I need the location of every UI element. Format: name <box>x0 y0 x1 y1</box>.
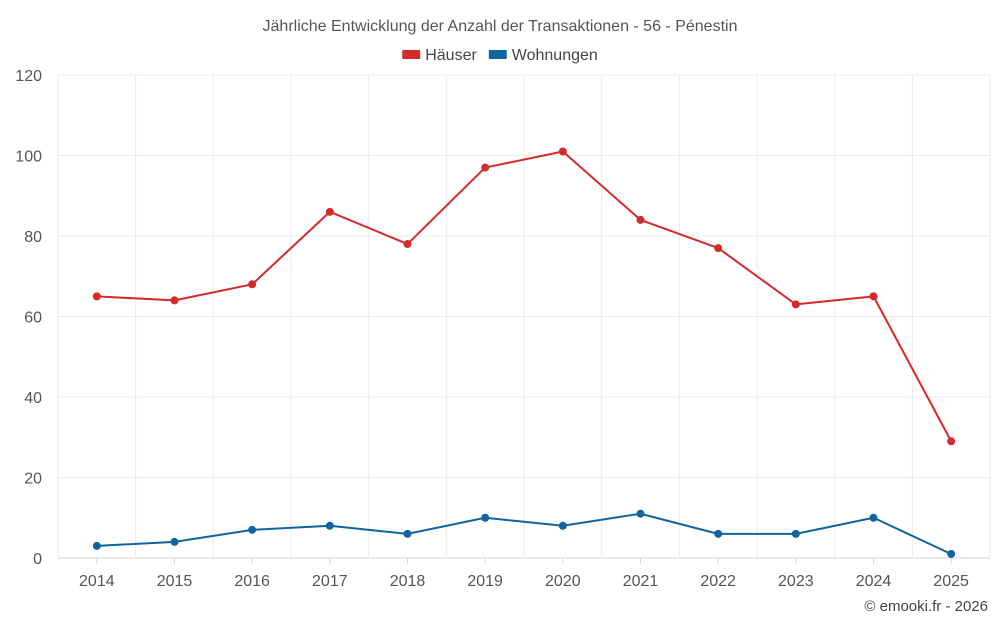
legend-label: Wohnungen <box>512 47 598 64</box>
data-point[interactable] <box>403 240 412 249</box>
x-tick-label: 2020 <box>545 573 581 590</box>
y-axis: 0 20 40 60 80 100 120 <box>15 68 42 568</box>
data-point[interactable] <box>325 207 334 216</box>
x-axis: 2014 2015 2016 2017 2018 2019 2020 2021 2022 2023… <box>79 558 969 590</box>
legend: Häuser Wohnungen <box>402 47 598 64</box>
x-tick-label: 2014 <box>79 573 115 590</box>
data-point[interactable] <box>92 541 101 550</box>
legend-label: Häuser <box>425 47 477 64</box>
data-point[interactable] <box>869 292 878 301</box>
series-line-2 <box>96 512 952 555</box>
chart-title: Jährliche Entwicklung der Anzahl der Tra… <box>263 18 738 35</box>
data-point[interactable] <box>92 292 101 301</box>
series-group <box>92 147 956 558</box>
x-tick-label: 2023 <box>778 573 814 590</box>
data-point[interactable] <box>170 296 179 305</box>
data-point[interactable] <box>558 521 567 530</box>
data-point[interactable] <box>325 521 334 530</box>
data-point[interactable] <box>791 529 800 538</box>
y-tick-label: 0 <box>33 551 42 568</box>
x-tick-label: 2021 <box>623 573 659 590</box>
data-point[interactable] <box>248 525 257 534</box>
data-point[interactable] <box>558 147 567 156</box>
x-tick-label: 2017 <box>312 573 348 590</box>
y-tick-label: 120 <box>15 68 42 85</box>
y-tick-label: 40 <box>24 390 42 407</box>
data-point[interactable] <box>481 513 490 522</box>
y-tick-label: 20 <box>24 471 42 488</box>
x-tick-label: 2025 <box>933 573 969 590</box>
data-point[interactable] <box>714 529 723 538</box>
copyright-credit: © emooki.fr - 2026 <box>864 598 988 615</box>
data-point[interactable] <box>248 280 257 289</box>
data-point[interactable] <box>869 513 878 522</box>
x-tick-label: 2024 <box>856 573 892 590</box>
y-tick-label: 60 <box>24 310 42 327</box>
data-point[interactable] <box>636 215 645 224</box>
data-point[interactable] <box>947 549 956 558</box>
x-tick-label: 2016 <box>234 573 270 590</box>
legend-item-1[interactable]: Häuser <box>402 47 477 64</box>
x-tick-label: 2015 <box>157 573 193 590</box>
data-point[interactable] <box>481 163 490 172</box>
data-point[interactable] <box>714 244 723 253</box>
data-point[interactable] <box>947 437 956 446</box>
y-tick-label: 80 <box>24 229 42 246</box>
data-point[interactable] <box>791 300 800 309</box>
y-tick-label: 100 <box>15 149 42 166</box>
legend-swatch <box>488 50 507 59</box>
data-point[interactable] <box>403 529 412 538</box>
x-tick-label: 2018 <box>390 573 426 590</box>
x-tick-label: 2019 <box>467 573 503 590</box>
data-point[interactable] <box>636 509 645 518</box>
grid <box>57 74 991 559</box>
legend-swatch <box>402 50 421 59</box>
x-tick-label: 2022 <box>700 573 736 590</box>
legend-item-2[interactable]: Wohnungen <box>488 47 598 64</box>
data-point[interactable] <box>170 537 179 546</box>
series-line-1 <box>96 150 953 442</box>
